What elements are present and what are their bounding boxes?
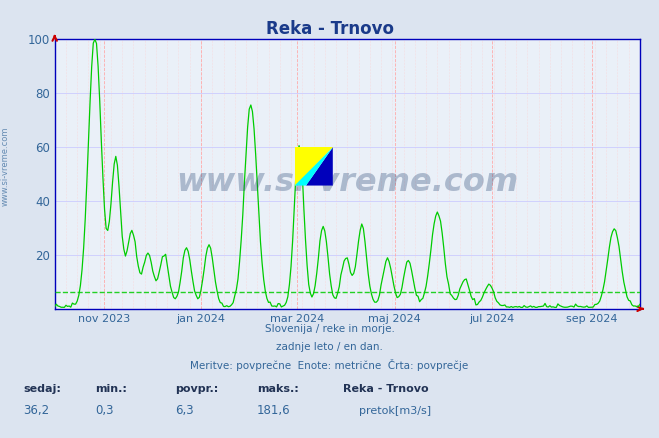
Text: maks.:: maks.: — [257, 384, 299, 394]
Polygon shape — [306, 147, 333, 186]
Text: 6,3: 6,3 — [175, 404, 193, 417]
Text: povpr.:: povpr.: — [175, 384, 218, 394]
Text: zadnje leto / en dan.: zadnje leto / en dan. — [276, 342, 383, 352]
Text: www.si-vreme.com: www.si-vreme.com — [176, 167, 519, 198]
Text: 0,3: 0,3 — [96, 404, 114, 417]
Text: Slovenija / reke in morje.: Slovenija / reke in morje. — [264, 324, 395, 334]
Text: pretok[m3/s]: pretok[m3/s] — [359, 406, 431, 416]
Polygon shape — [295, 147, 333, 186]
Text: Reka - Trnovo: Reka - Trnovo — [266, 20, 393, 38]
Text: min.:: min.: — [96, 384, 127, 394]
Text: 36,2: 36,2 — [23, 404, 49, 417]
Polygon shape — [295, 147, 333, 186]
Text: 181,6: 181,6 — [257, 404, 291, 417]
Text: Reka - Trnovo: Reka - Trnovo — [343, 384, 428, 394]
Text: Meritve: povprečne  Enote: metrične  Črta: povprečje: Meritve: povprečne Enote: metrične Črta:… — [190, 359, 469, 371]
Text: www.si-vreme.com: www.si-vreme.com — [1, 127, 10, 206]
Text: sedaj:: sedaj: — [23, 384, 61, 394]
